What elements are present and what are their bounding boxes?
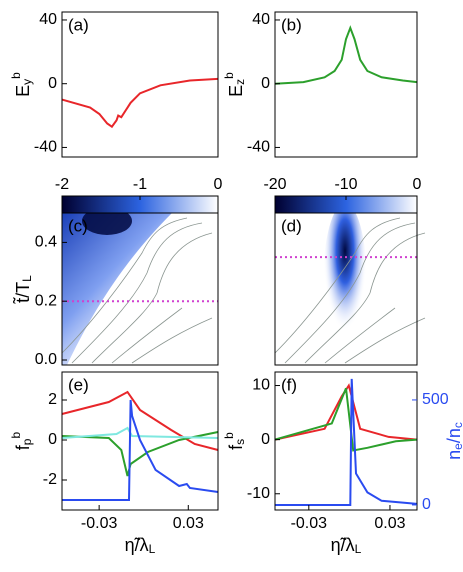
trajectory [91, 232, 213, 364]
trajectory [304, 232, 426, 364]
label-part: b [9, 72, 23, 79]
axis-label: η̃/λL [125, 535, 156, 556]
y2-tick-label: 500 [422, 391, 449, 408]
y-tick-label: -2 [43, 471, 57, 488]
y-tick-label: -40 [34, 139, 57, 156]
label-part: b [222, 72, 236, 79]
y-tick-label: 0 [48, 431, 57, 448]
data-line [274, 387, 418, 452]
label-part: η̃/λ [125, 535, 149, 555]
panel-label: (b) [281, 15, 302, 34]
label-part: b [222, 432, 236, 439]
data-line [61, 426, 219, 439]
trajectory [284, 222, 416, 364]
y-tick-label: 40 [252, 11, 270, 28]
colorbar-tick-label: 0 [413, 176, 422, 193]
y-tick-label: -40 [247, 139, 270, 156]
y-tick-label: 0 [261, 431, 270, 448]
label-part: η̃/λ [331, 535, 355, 555]
x-tick-label: 0.03 [374, 515, 405, 532]
panel-label: (c) [68, 216, 88, 235]
plot-frame [61, 11, 219, 158]
label-part: s [233, 439, 247, 445]
colorbar-tick-label: -10 [334, 176, 357, 193]
axis-label: Ezb [222, 72, 247, 97]
plot-frame [274, 212, 418, 366]
data-line [61, 390, 219, 451]
data-line [62, 399, 219, 501]
plot-frame [274, 371, 418, 511]
trajectory [131, 317, 213, 364]
trajectory [111, 307, 183, 364]
data-line [274, 383, 418, 441]
colorbar-tick-label: -1 [133, 176, 147, 193]
axis-label: t̃/TL [12, 275, 33, 305]
label-part: L [20, 275, 34, 282]
data-line [274, 25, 418, 85]
label-part: p [20, 438, 34, 445]
plot-frame [61, 371, 219, 511]
panel-label: (d) [281, 216, 302, 235]
colorbar-tick-label: -2 [55, 176, 69, 193]
y-tick-label: 0.2 [35, 292, 57, 309]
trajectory [324, 307, 396, 364]
y2-tick-label: 0 [422, 496, 431, 513]
data-line [275, 378, 418, 506]
y-tick-label: 0 [261, 75, 270, 92]
y-tick-label: 0.4 [35, 234, 57, 251]
heatmap-field [62, 213, 172, 365]
label-part: z [233, 79, 247, 85]
x-tick-label: -0.03 [291, 515, 328, 532]
axis-label: Eyb [9, 72, 34, 97]
trajectory [274, 217, 401, 354]
label-part: L [149, 542, 156, 556]
label-part: /n [444, 428, 463, 443]
panel-label: (f) [281, 375, 297, 394]
label-part: b [9, 431, 23, 438]
label-part: L [355, 542, 362, 556]
label-part: e [451, 443, 463, 450]
panel-label: (a) [68, 15, 89, 34]
y-tick-label: 2 [48, 391, 57, 408]
plot-frame [274, 11, 418, 158]
label-part: t̃/T [12, 282, 32, 305]
panel-label: (e) [68, 375, 89, 394]
trajectory [61, 217, 188, 354]
colorbar-tick-label: 0 [214, 176, 223, 193]
x-tick-label: 0.03 [173, 515, 204, 532]
y-tick-label: 40 [39, 11, 57, 28]
label-part: c [451, 422, 463, 428]
x-tick-label: -0.03 [81, 515, 118, 532]
y-tick-label: 0.0 [35, 351, 57, 368]
label-part: f [226, 444, 246, 450]
label-part: f [13, 444, 33, 450]
trajectory [344, 317, 426, 364]
axis-label: η̃/λL [331, 535, 362, 556]
data-line [61, 77, 219, 129]
label-part: E [226, 85, 246, 97]
label-part: y [20, 79, 34, 85]
colorbar-tick-label: -20 [263, 176, 286, 193]
plot-frame [61, 212, 219, 366]
axis-label: ne/nc [444, 422, 463, 460]
heatmap-core [323, 203, 367, 363]
label-part: E [13, 85, 33, 97]
y-tick-label: -10 [247, 485, 270, 502]
trajectory [71, 222, 203, 364]
axis-label: fpb [9, 431, 34, 450]
y-tick-label: 10 [252, 377, 270, 394]
heatmap-core [82, 207, 132, 235]
axis-label: fsb [222, 432, 247, 450]
label-part: n [444, 450, 463, 460]
y-tick-label: 0 [48, 75, 57, 92]
